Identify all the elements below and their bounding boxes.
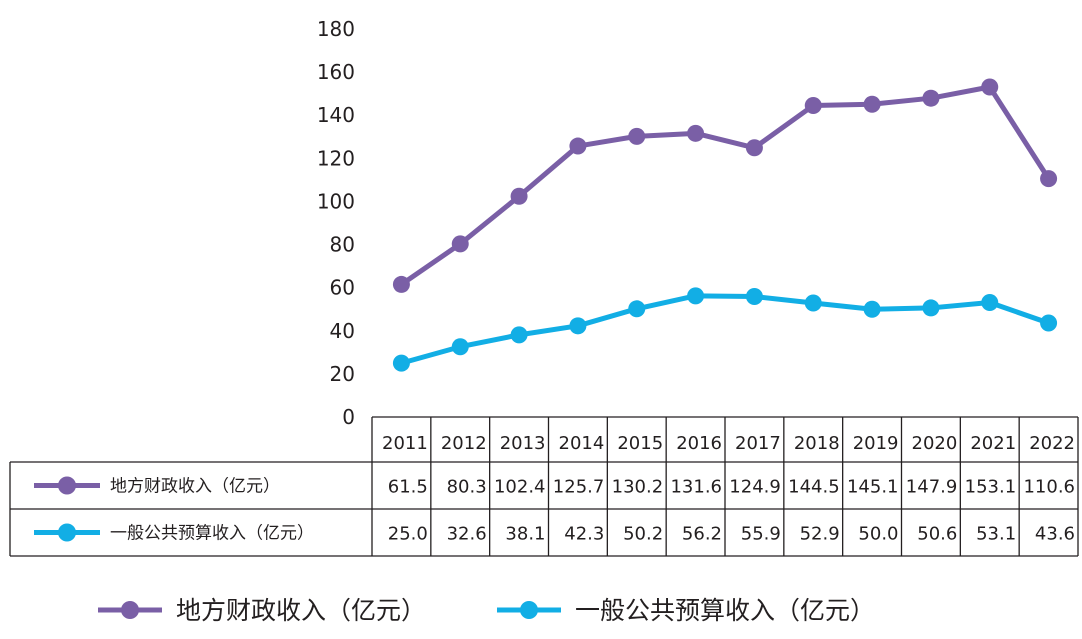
data-point: [451, 338, 469, 356]
table-data-value: 50.0: [858, 524, 898, 545]
data-point: [392, 275, 410, 293]
y-tick-label: 20: [330, 362, 355, 386]
table-legend-key-marker: [58, 476, 76, 495]
x-category-label: 2012: [441, 433, 487, 454]
x-category-label: 2022: [1029, 433, 1075, 454]
data-point: [687, 124, 705, 142]
data-point: [804, 97, 822, 115]
table-data-value: 32.6: [447, 524, 487, 545]
series-line: [398, 84, 1052, 287]
table-data-value: 144.5: [788, 477, 840, 498]
table-data-value: 131.6: [670, 477, 722, 498]
table-series-name: 地方财政收入（亿元）: [110, 477, 280, 497]
table-data-value: 102.4: [494, 477, 546, 498]
table-data-value: 124.9: [729, 477, 781, 498]
table-series-name: 一般公共预算收入（亿元）: [110, 524, 314, 544]
data-point: [510, 187, 528, 205]
data-point: [1040, 170, 1058, 188]
x-category-label: 2017: [735, 433, 781, 454]
x-category-label: 2021: [970, 433, 1016, 454]
data-point: [451, 235, 469, 253]
table-data-value: 130.2: [612, 477, 664, 498]
table-data-value: 53.1: [976, 524, 1016, 545]
table-data-value: 38.1: [505, 524, 545, 545]
table-data-value: 153.1: [965, 477, 1017, 498]
series-line: [398, 293, 1052, 366]
table-data-value: 80.3: [447, 477, 487, 498]
legend-label: 一般公共预算收入（亿元）: [575, 596, 875, 625]
y-tick-label: 180: [317, 17, 355, 41]
y-tick-label: 100: [317, 189, 355, 213]
data-point: [392, 354, 410, 372]
data-point: [922, 89, 940, 107]
y-tick-label: 160: [317, 60, 355, 84]
data-point: [687, 287, 705, 305]
y-tick-label: 60: [330, 276, 355, 300]
table-data-value: 147.9: [906, 477, 958, 498]
y-tick-label: 80: [330, 233, 355, 257]
x-category-label: 2013: [500, 433, 546, 454]
data-point: [922, 299, 940, 317]
table-data-value: 145.1: [847, 477, 899, 498]
x-category-label: 2011: [382, 433, 428, 454]
y-tick-label: 40: [330, 319, 355, 343]
data-point: [628, 127, 646, 145]
table-data-value: 50.6: [917, 524, 957, 545]
x-category-label: 2015: [617, 433, 663, 454]
x-category-label: 2018: [794, 433, 840, 454]
x-category-label: 2016: [676, 433, 722, 454]
data-point: [863, 300, 881, 318]
data-point: [569, 137, 587, 155]
data-point: [981, 78, 999, 96]
table-data-value: 43.6: [1035, 524, 1075, 545]
table-data-value: 56.2: [682, 524, 722, 545]
table-data-value: 55.9: [741, 524, 781, 545]
data-point: [510, 326, 528, 344]
table-data-value: 50.2: [623, 524, 663, 545]
x-category-label: 2019: [853, 433, 899, 454]
x-category-label: 2014: [559, 433, 605, 454]
legend-key-marker: [520, 601, 538, 619]
y-tick-label: 0: [342, 405, 355, 429]
y-tick-label: 120: [317, 146, 355, 170]
table-data-value: 125.7: [553, 477, 605, 498]
table-data-value: 42.3: [564, 524, 604, 545]
table-data-value: 25.0: [388, 524, 428, 545]
data-point: [745, 288, 763, 306]
table-data-value: 52.9: [800, 524, 840, 545]
table-legend-key-marker: [58, 523, 76, 542]
x-category-label: 2020: [912, 433, 958, 454]
data-point: [745, 139, 763, 157]
y-tick-label: 140: [317, 103, 355, 127]
table-data-value: 61.5: [388, 477, 428, 498]
data-point: [1040, 314, 1058, 332]
table-data-value: 110.6: [1023, 477, 1075, 498]
legend-key-marker: [121, 601, 139, 619]
legend-label: 地方财政收入（亿元）: [176, 596, 426, 625]
data-point: [863, 95, 881, 113]
data-point: [628, 300, 646, 318]
data-point: [804, 294, 822, 312]
data-point: [569, 317, 587, 335]
data-point: [981, 294, 999, 312]
